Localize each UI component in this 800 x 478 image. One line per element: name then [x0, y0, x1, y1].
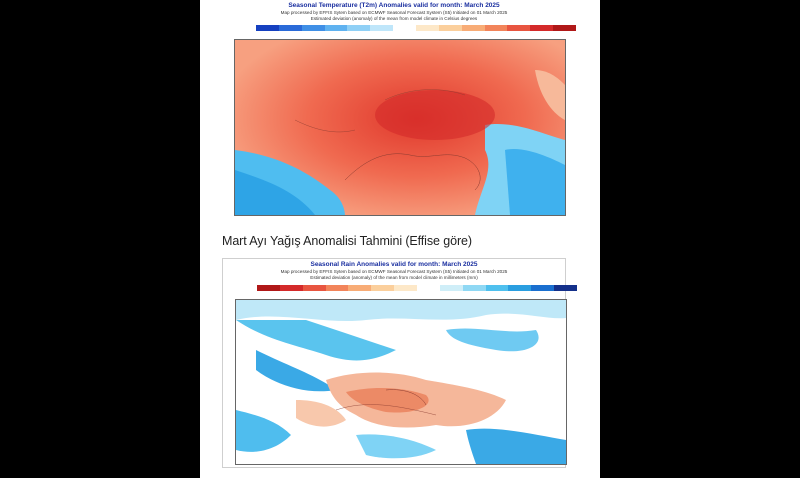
figure-title: Seasonal Rain Anomalies valid for month:… — [310, 261, 478, 268]
figure-subtitle: Map processed by EFFIS Sytem based on EC… — [280, 10, 508, 15]
colorbar-swatch — [301, 25, 325, 31]
colorbar-swatch — [257, 285, 280, 291]
colorbar-swatch — [279, 285, 303, 291]
colorbar-swatch — [530, 25, 554, 31]
colorbar-swatch — [347, 25, 371, 31]
colorbar-swatch — [461, 25, 485, 31]
colorbar-swatch — [278, 25, 302, 31]
figure-subtitle: Estimated deviation (anomaly) of the mea… — [310, 274, 478, 280]
temperature-map — [234, 39, 566, 216]
colorbar-swatch — [439, 285, 463, 291]
colorbar — [256, 25, 577, 31]
colorbar-swatch — [324, 25, 348, 31]
colorbar-swatch — [462, 285, 486, 291]
colorbar — [257, 285, 578, 291]
colorbar-swatch — [531, 285, 555, 291]
figure-subtitle: Map processed by EFFIS Sytem based on EC… — [280, 269, 508, 274]
section-heading: Mart Ayı Yağış Anomalisi Tahmini (Effise… — [222, 234, 472, 248]
colorbar-swatch — [508, 285, 532, 291]
colorbar-swatch — [325, 285, 349, 291]
colorbar-swatch — [507, 25, 531, 31]
colorbar-swatch — [484, 25, 508, 31]
figure-title: Seasonal Temperature (T2m) Anomalies val… — [288, 2, 500, 9]
colorbar-swatch — [394, 285, 418, 291]
colorbar-swatch — [416, 25, 439, 31]
colorbar-swatch — [417, 285, 440, 291]
colorbar-swatch — [371, 285, 395, 291]
colorbar-swatch — [554, 285, 578, 291]
rain-map — [235, 299, 567, 465]
colorbar-swatch — [302, 285, 326, 291]
rain-anomaly-figure: Seasonal Rain Anomalies valid for month:… — [222, 258, 578, 468]
figure-subtitle: Estimated deviation (anomaly) of the mea… — [310, 15, 478, 21]
colorbar-swatch — [553, 25, 577, 31]
colorbar-swatch — [348, 285, 372, 291]
colorbar-swatch — [256, 25, 279, 31]
colorbar-swatch — [393, 25, 417, 31]
temperature-anomaly-figure: Seasonal Temperature (T2m) Anomalies val… — [222, 0, 577, 218]
colorbar-swatch — [438, 25, 462, 31]
colorbar-swatch — [485, 285, 509, 291]
article-page: Seasonal Temperature (T2m) Anomalies val… — [200, 0, 600, 478]
colorbar-swatch — [370, 25, 394, 31]
